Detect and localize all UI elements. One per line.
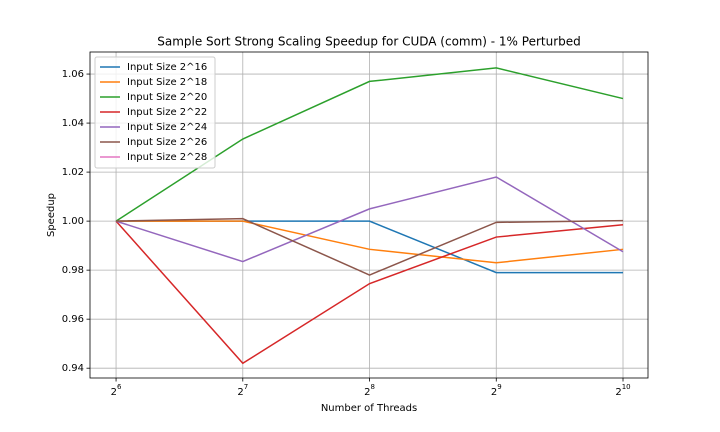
- y-tick-label: 1.02: [62, 167, 84, 178]
- y-tick-label: 0.94: [62, 363, 84, 374]
- y-tick-label: 0.96: [62, 314, 84, 325]
- x-tick-label: 28: [364, 383, 375, 398]
- legend-label: Input Size 2^18: [127, 77, 207, 88]
- x-tick-label: 29: [491, 383, 502, 398]
- y-axis-label: Speedup: [46, 193, 57, 237]
- x-tick-label: 210: [615, 383, 630, 398]
- x-tick-label: 26: [111, 383, 122, 398]
- plot-frame: [89, 51, 649, 379]
- legend-label: Input Size 2^22: [127, 107, 207, 118]
- y-tick-label: 1.06: [62, 69, 84, 80]
- legend-box: [94, 56, 216, 169]
- legend-label: Input Size 2^20: [127, 92, 207, 103]
- series-line: [115, 220, 624, 365]
- y-tick-label: 0.98: [62, 265, 84, 276]
- legend-label: Input Size 2^24: [127, 122, 207, 133]
- legend-label: Input Size 2^26: [127, 137, 207, 148]
- x-axis-label: Number of Threads: [321, 403, 417, 414]
- series-line: [116, 220, 624, 264]
- series-line: [115, 176, 624, 263]
- legend-label: Input Size 2^28: [127, 152, 207, 163]
- x-tick-label: 27: [237, 383, 248, 398]
- series-line: [116, 217, 624, 276]
- y-tick-label: 1.04: [62, 118, 84, 129]
- chart-title: Sample Sort Strong Scaling Speedup for C…: [157, 35, 581, 49]
- legend-label: Input Size 2^16: [127, 62, 207, 73]
- y-tick-label: 1.00: [62, 216, 84, 227]
